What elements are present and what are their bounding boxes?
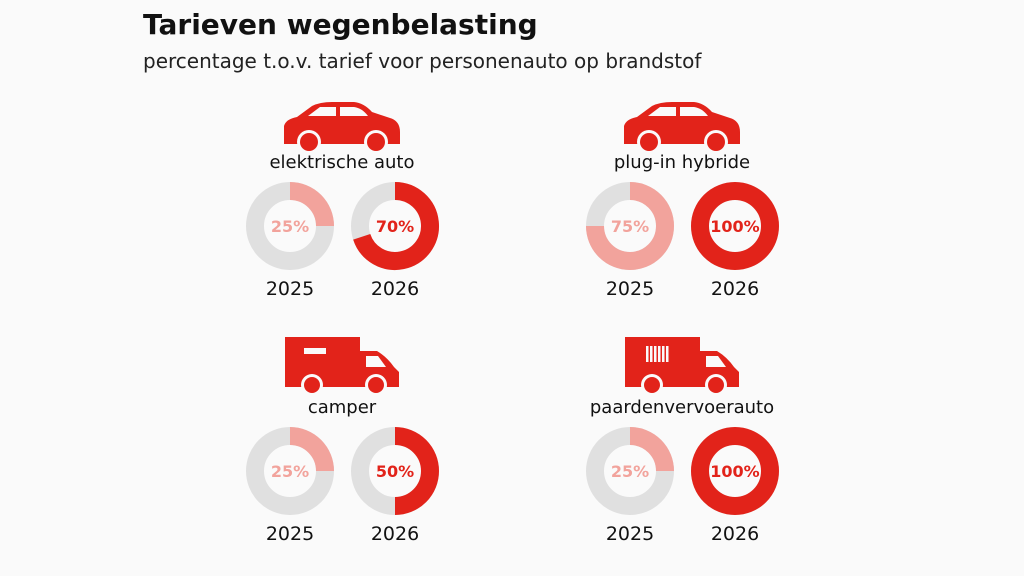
wheel xyxy=(707,133,725,151)
page-subtitle: percentage t.o.v. tarief voor personenau… xyxy=(143,49,702,73)
donut-segment-2026 xyxy=(353,182,439,270)
group-plug-in-hybride: plug-in hybride 75% 2025 100% 2026 xyxy=(586,102,779,300)
car-windows xyxy=(648,107,708,116)
group-elektrische-auto: elektrische auto 25% 2025 70% 2026 xyxy=(246,102,439,300)
year-label: 2026 xyxy=(711,278,759,300)
year-label: 2025 xyxy=(606,523,654,545)
donut-segment-2026 xyxy=(691,182,779,270)
wheel xyxy=(304,377,320,393)
year-label: 2026 xyxy=(711,523,759,545)
wheel xyxy=(644,377,660,393)
year-label: 2026 xyxy=(371,523,419,545)
category-label: elektrische auto xyxy=(269,152,414,173)
category-label: camper xyxy=(308,397,377,418)
page-title: Tarieven wegenbelasting xyxy=(143,8,538,41)
percentage-label: 100% xyxy=(710,462,759,481)
percentage-label: 25% xyxy=(611,462,649,481)
donut-segment-2025 xyxy=(629,427,674,472)
percentage-label: 100% xyxy=(710,217,759,236)
wheel xyxy=(300,133,318,151)
year-label: 2025 xyxy=(266,278,314,300)
donut-segment-2025 xyxy=(289,182,334,227)
car-icon xyxy=(624,102,740,154)
wheel xyxy=(640,133,658,151)
category-label: paardenvervoerauto xyxy=(590,397,774,418)
percentage-label: 70% xyxy=(376,217,414,236)
percentage-label: 25% xyxy=(271,217,309,236)
wheel xyxy=(368,377,384,393)
donut-segment-2026 xyxy=(394,427,439,515)
car-windows xyxy=(308,107,368,116)
wheel xyxy=(367,133,385,151)
year-label: 2025 xyxy=(606,278,654,300)
percentage-label: 25% xyxy=(271,462,309,481)
percentage-label: 75% xyxy=(611,217,649,236)
donut-segment-2025 xyxy=(289,427,334,472)
group-camper: camper 25% 2025 50% 2026 xyxy=(246,337,439,545)
category-label: plug-in hybride xyxy=(614,152,750,173)
year-label: 2025 xyxy=(266,523,314,545)
wheel xyxy=(708,377,724,393)
year-label: 2026 xyxy=(371,278,419,300)
horse-trailer-icon xyxy=(625,337,739,396)
car-icon xyxy=(284,102,400,154)
donut-segment-2025 xyxy=(586,182,674,270)
percentage-label: 50% xyxy=(376,462,414,481)
camper-icon xyxy=(285,337,399,396)
group-paardenvervoerauto: paardenvervoerauto 25% 2025 100% 2026 xyxy=(586,337,779,545)
donut-segment-2026 xyxy=(691,427,779,515)
